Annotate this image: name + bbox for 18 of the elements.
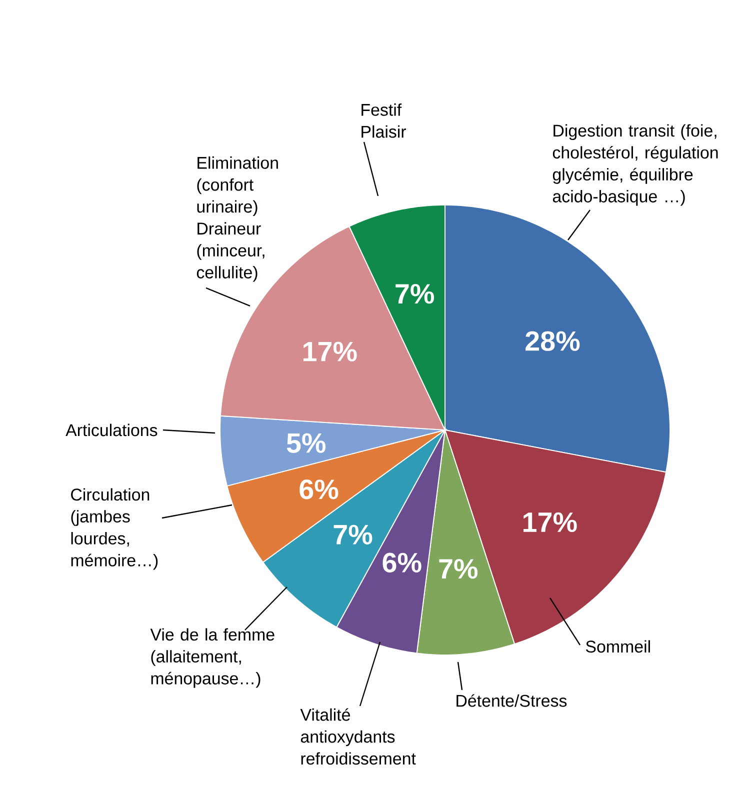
data-label: 7%	[396, 284, 434, 304]
data-label: 17%	[303, 342, 357, 362]
data-label: 6%	[300, 480, 338, 500]
data-label: 17%	[523, 512, 577, 532]
slice-label: Sommeil	[586, 640, 650, 653]
data-label: 28%	[526, 331, 580, 351]
slice-label: Festif Plaisir	[362, 103, 406, 138]
slice-label: Vitalité antioxydants refroidissement	[300, 708, 416, 765]
data-label: 7%	[439, 559, 478, 579]
slice-label: Vie de la femme (allaitement, ménopause…)	[150, 628, 274, 688]
slice-label: Détente/Stress	[456, 694, 567, 707]
slice-label: Digestion transit (foie, cholestérol, régulation glycémie, équilibre acido-basique …)	[552, 124, 718, 206]
slice-label: Elimination (confort urinaire) Draineur (minceur, cellulite)	[196, 156, 278, 282]
slice-label: Circulation (jambes lourdes, mémoire…)	[71, 488, 158, 570]
data-label: 7%	[334, 524, 372, 544]
data-label: 6%	[382, 552, 422, 573]
slice-label: Articulations	[66, 424, 158, 436]
data-label: 5%	[286, 433, 326, 453]
